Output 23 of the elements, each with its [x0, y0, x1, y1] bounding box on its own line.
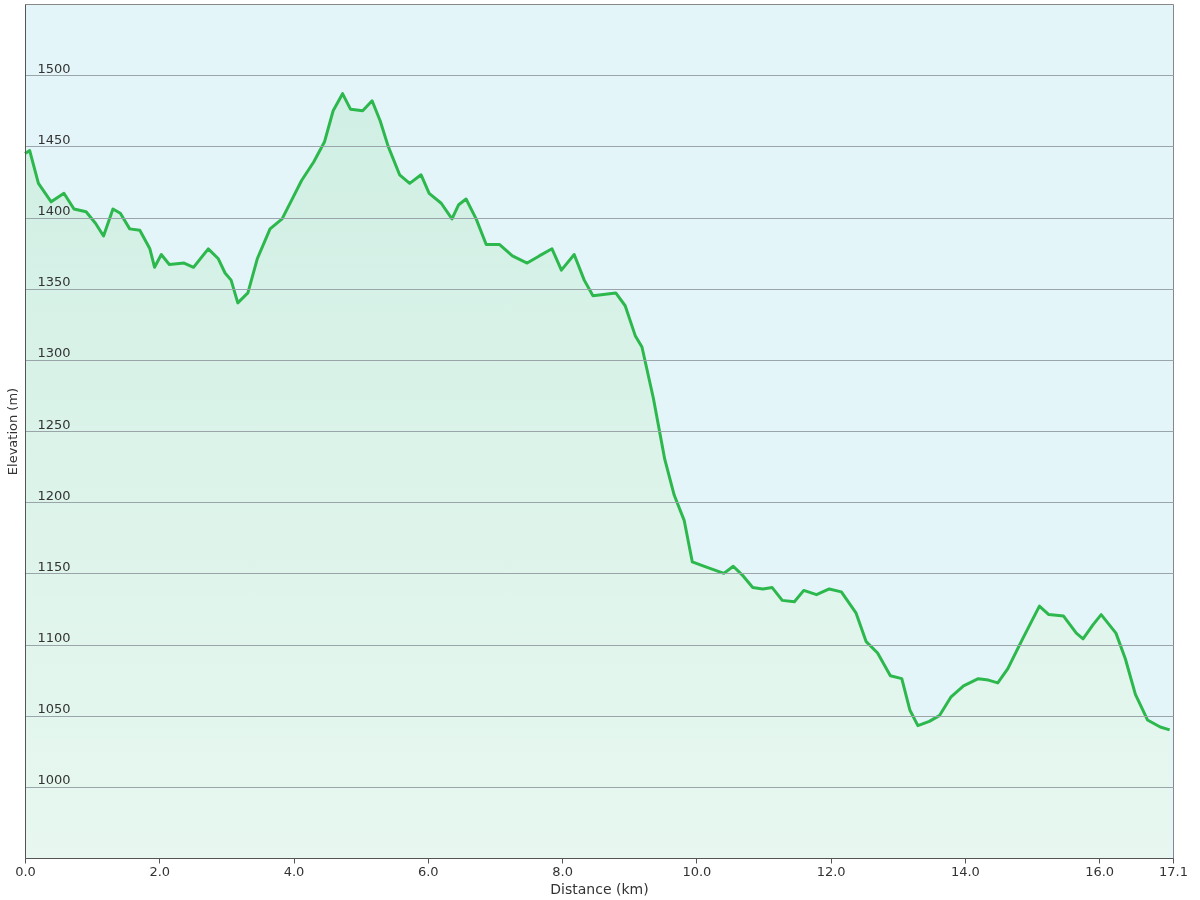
y-tick-label: 1300 [37, 345, 71, 361]
x-tick-label: 6.0 [417, 863, 439, 879]
y-tick-label: 1450 [37, 131, 71, 147]
x-tick-label: 16.0 [1085, 863, 1115, 879]
x-tick-label: 2.0 [149, 863, 171, 879]
y-tick-label: 1200 [37, 487, 71, 503]
x-tick-label: 14.0 [950, 863, 980, 879]
y-tick-label: 1000 [37, 772, 71, 788]
x-tick-label: 0.0 [15, 863, 36, 879]
y-axis-title: Elevation (m) [4, 387, 20, 476]
x-tick-label: 12.0 [816, 863, 846, 879]
y-tick-label: 1500 [37, 60, 71, 76]
y-tick-label: 1100 [37, 630, 71, 645]
y-tick-label: 1050 [37, 701, 71, 717]
x-tick-label: 10.0 [682, 863, 712, 879]
y-tick-label: 1400 [37, 203, 71, 218]
y-tick-label: 1350 [37, 274, 71, 290]
x-tick-label: 17.1 [1159, 863, 1188, 879]
x-tick-label: 4.0 [283, 863, 305, 879]
x-tick-label: 8.0 [552, 863, 573, 879]
y-tick-label: 1250 [37, 416, 71, 432]
y-tick-label: 1150 [37, 558, 71, 574]
x-axis-title: Distance (km) [550, 880, 649, 897]
